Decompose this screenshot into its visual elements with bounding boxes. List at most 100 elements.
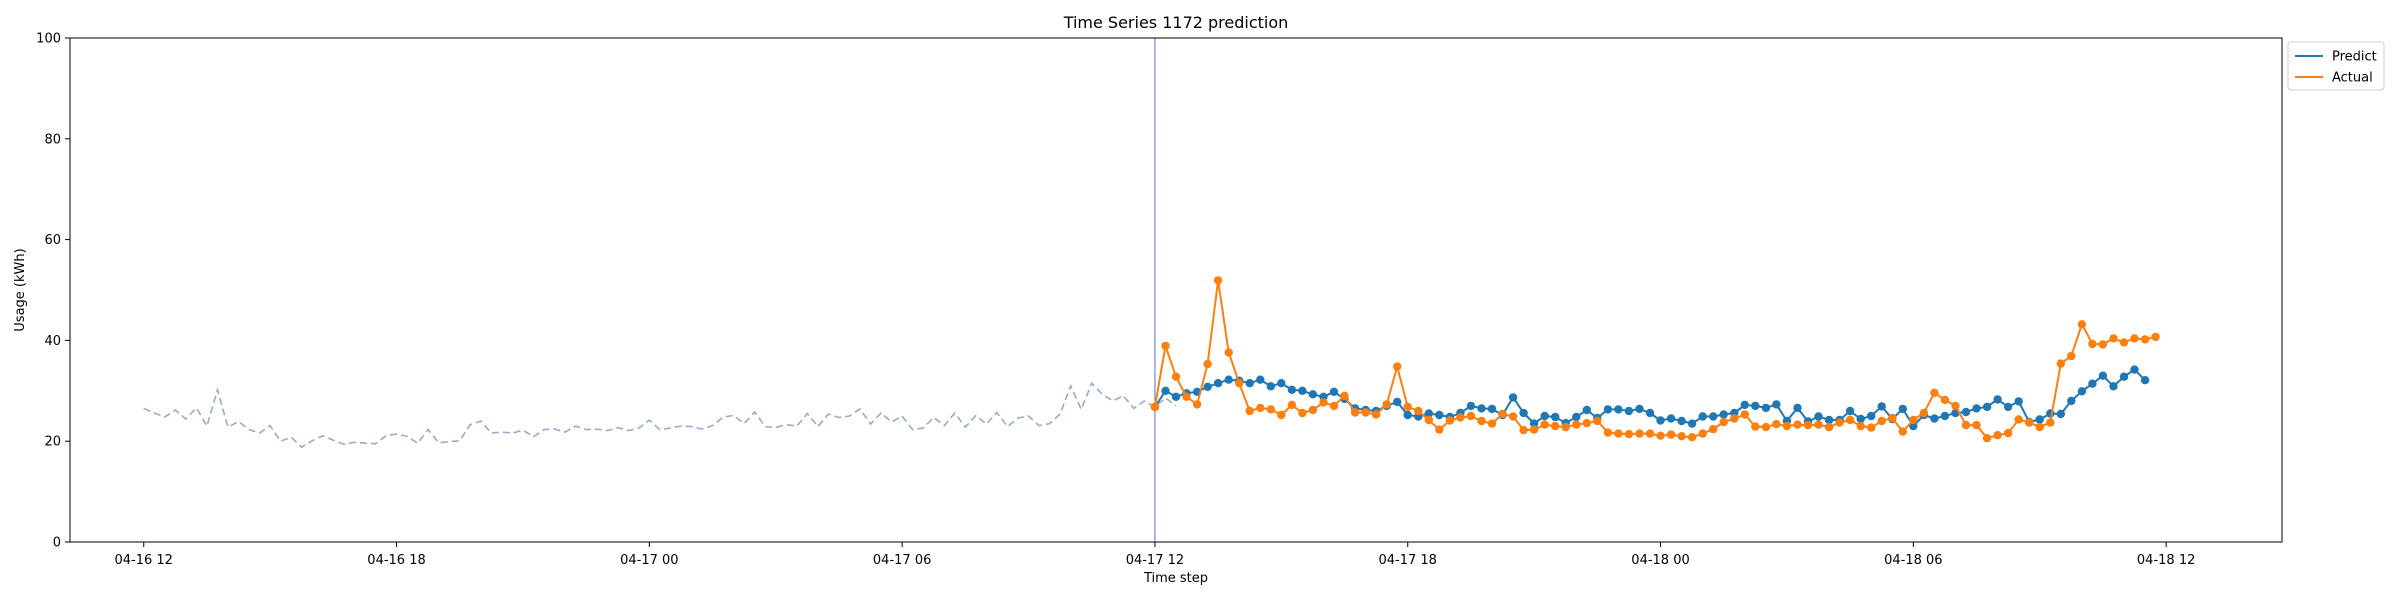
actual-point — [2035, 422, 2044, 432]
actual-point — [1340, 391, 1349, 400]
actual-point — [1561, 422, 1570, 432]
actual-point — [1224, 348, 1233, 357]
actual-point — [1614, 429, 1623, 438]
predict-point — [1424, 409, 1434, 418]
predict-point — [1867, 411, 1876, 421]
actual-point — [1835, 418, 1844, 427]
predict-point — [1435, 410, 1444, 420]
actual-point — [1308, 405, 1318, 415]
predict-point — [2098, 371, 2108, 380]
actual-point — [1277, 410, 1286, 420]
predict-point — [1972, 404, 1981, 413]
actual-point — [1256, 403, 1265, 413]
x-tick-label: 04-17 06 — [873, 553, 931, 568]
actual-point — [1803, 420, 1813, 430]
actual-point — [1529, 425, 1539, 434]
predict-point — [1603, 405, 1613, 414]
predict-point — [1909, 421, 1918, 431]
predict-point — [1477, 404, 1486, 413]
actual-point — [2109, 334, 2118, 343]
actual-point — [2119, 338, 2129, 347]
chart-title: Time Series 1172 prediction — [1063, 13, 1289, 32]
actual-point — [1772, 419, 1781, 429]
predict-point — [1666, 414, 1676, 423]
actual-point — [1719, 417, 1728, 427]
predict-point — [2077, 387, 2087, 396]
actual-point — [1508, 412, 1518, 421]
predict-point — [1635, 404, 1644, 414]
actual-point — [1961, 420, 1971, 430]
y-axis: 0 20 40 60 80 100 — [36, 32, 70, 551]
predict-point — [1793, 403, 1802, 413]
predict-point — [1740, 400, 1750, 410]
actual-point — [1150, 402, 1160, 412]
y-tick-label: 60 — [44, 233, 61, 248]
predict-point — [1171, 392, 1181, 401]
actual-point — [1824, 422, 1834, 432]
x-tick-label: 04-17 12 — [1126, 553, 1184, 568]
predict-point — [1961, 407, 1971, 417]
predict-point — [1403, 410, 1412, 420]
predict-point — [1656, 416, 1665, 425]
x-tick-label: 04-17 00 — [620, 553, 678, 568]
actual-point — [1435, 425, 1444, 434]
predict-point — [1266, 382, 1276, 391]
predict-point — [2088, 379, 2097, 388]
y-axis-label: Usage (kWh) — [13, 248, 28, 331]
predict-series — [1150, 365, 2150, 431]
predict-point — [1519, 408, 1528, 418]
actual-point — [1856, 421, 1865, 431]
predict-point — [1487, 404, 1497, 414]
predict-point — [2067, 396, 2076, 406]
actual-point — [1382, 400, 1391, 409]
actual-point — [1182, 392, 1191, 401]
x-tick-label: 04-18 00 — [1631, 553, 1689, 568]
actual-point — [1572, 420, 1581, 429]
actual-point — [1424, 415, 1434, 425]
x-axis-label: Time step — [1143, 571, 1208, 586]
predict-point — [1845, 406, 1855, 416]
predict-point — [1687, 419, 1697, 428]
actual-point — [2077, 320, 2087, 329]
predict-point — [1277, 379, 1286, 388]
actual-point — [1213, 276, 1223, 285]
predict-point — [2109, 382, 2118, 391]
actual-point — [2088, 339, 2097, 349]
actual-point — [2025, 418, 2034, 427]
actual-point — [1519, 425, 1528, 435]
actual-point — [2003, 428, 2013, 438]
predict-point — [1751, 401, 1760, 411]
actual-point — [1666, 430, 1676, 439]
predict-point — [2119, 372, 2129, 381]
y-tick-label: 80 — [44, 132, 61, 147]
actual-point — [1329, 401, 1339, 411]
actual-point — [1161, 341, 1170, 351]
x-tick-label: 04-18 06 — [1884, 553, 1942, 568]
actual-point — [1445, 416, 1455, 425]
actual-point — [1192, 400, 1202, 409]
predict-point — [1582, 405, 1592, 415]
predict-point — [1709, 412, 1718, 421]
actual-point — [2098, 340, 2108, 349]
legend: Predict Actual — [2287, 41, 2385, 91]
predict-point — [2140, 376, 2150, 385]
actual-point — [1371, 410, 1381, 419]
legend-predict-label: Predict — [2332, 50, 2377, 65]
actual-point — [1582, 418, 1592, 428]
predict-point — [1993, 395, 2002, 404]
actual-point — [1793, 420, 1802, 429]
predict-point — [2014, 397, 2023, 406]
actual-point — [1709, 424, 1718, 434]
actual-point — [1740, 410, 1750, 419]
actual-point — [1730, 414, 1739, 423]
actual-point — [1940, 395, 1950, 405]
actual-series — [1150, 276, 2160, 443]
predict-point — [1719, 410, 1728, 419]
actual-point — [1635, 429, 1644, 438]
predict-point — [1551, 412, 1560, 422]
actual-point — [1551, 421, 1560, 431]
actual-point — [1477, 416, 1486, 426]
actual-point — [1540, 420, 1549, 429]
predict-point — [1761, 403, 1771, 413]
